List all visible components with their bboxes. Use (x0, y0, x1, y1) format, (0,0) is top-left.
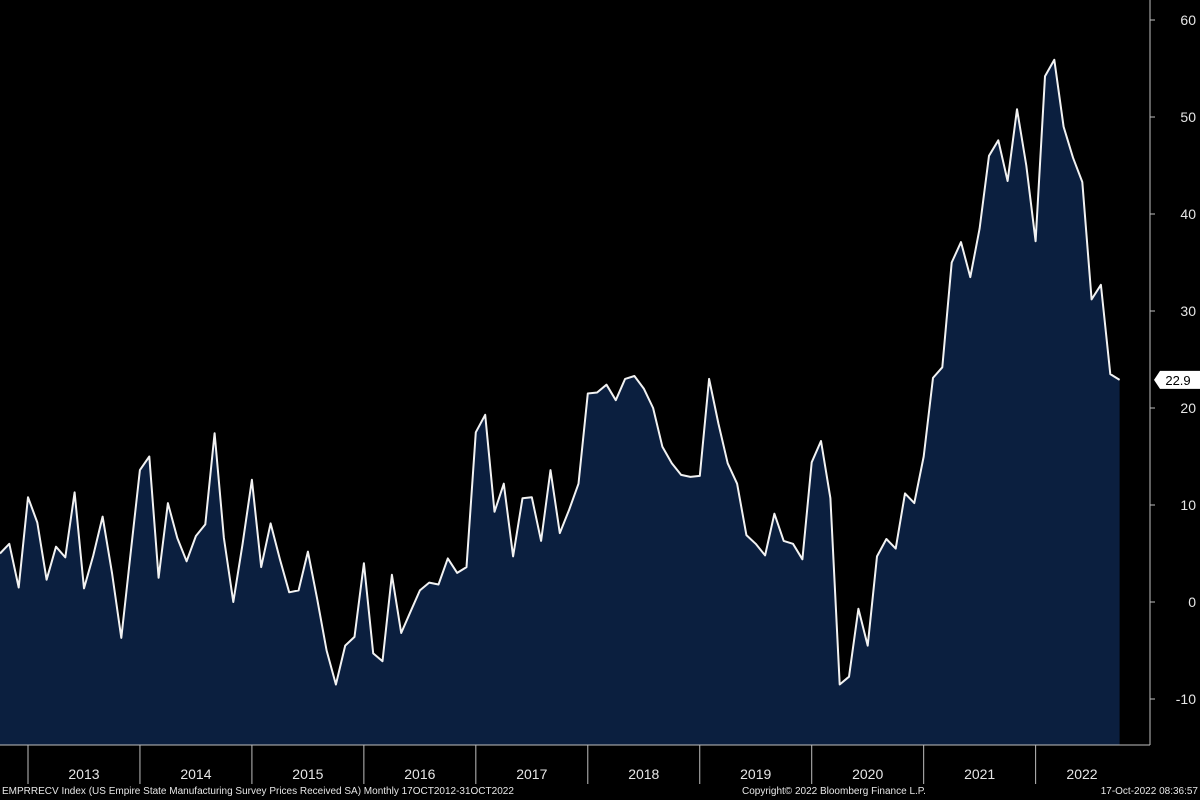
y-tick-label: 40 (1180, 206, 1196, 222)
x-tick-label: 2017 (516, 766, 547, 782)
x-tick-label: 2019 (740, 766, 771, 782)
last-value-flag (1154, 370, 1200, 389)
x-tick-label: 2014 (180, 766, 211, 782)
y-tick-label: 50 (1180, 109, 1196, 125)
x-tick-label: 2021 (964, 766, 995, 782)
y-tick-label: -10 (1176, 691, 1196, 707)
x-tick-label: 2018 (628, 766, 659, 782)
y-tick-label: 20 (1180, 400, 1196, 416)
y-tick-label: 10 (1180, 497, 1196, 513)
y-tick-label: 0 (1188, 594, 1196, 610)
footer-copyright-text: Copyright© 2022 Bloomberg Finance L.P. (742, 786, 926, 797)
footer-timestamp-text: 17-Oct-2022 08:36:57 (1100, 786, 1198, 797)
x-tick-label: 2022 (1066, 766, 1097, 782)
area-layer (0, 58, 1121, 746)
x-tick-label: 2016 (404, 766, 435, 782)
chart-footer: EMPRRECV Index (US Empire State Manufact… (0, 784, 1200, 800)
footer-source-text: EMPRRECV Index (US Empire State Manufact… (2, 786, 514, 797)
y-tick-label: 60 (1180, 12, 1196, 28)
x-tick-label: 2013 (68, 766, 99, 782)
x-tick-label: 2020 (852, 766, 883, 782)
y-tick-label: 30 (1180, 303, 1196, 319)
series-line (0, 58, 1121, 686)
last-value-label: 22.9 (1165, 373, 1190, 388)
series-area-fill (0, 59, 1120, 746)
x-tick-label: 2015 (292, 766, 323, 782)
